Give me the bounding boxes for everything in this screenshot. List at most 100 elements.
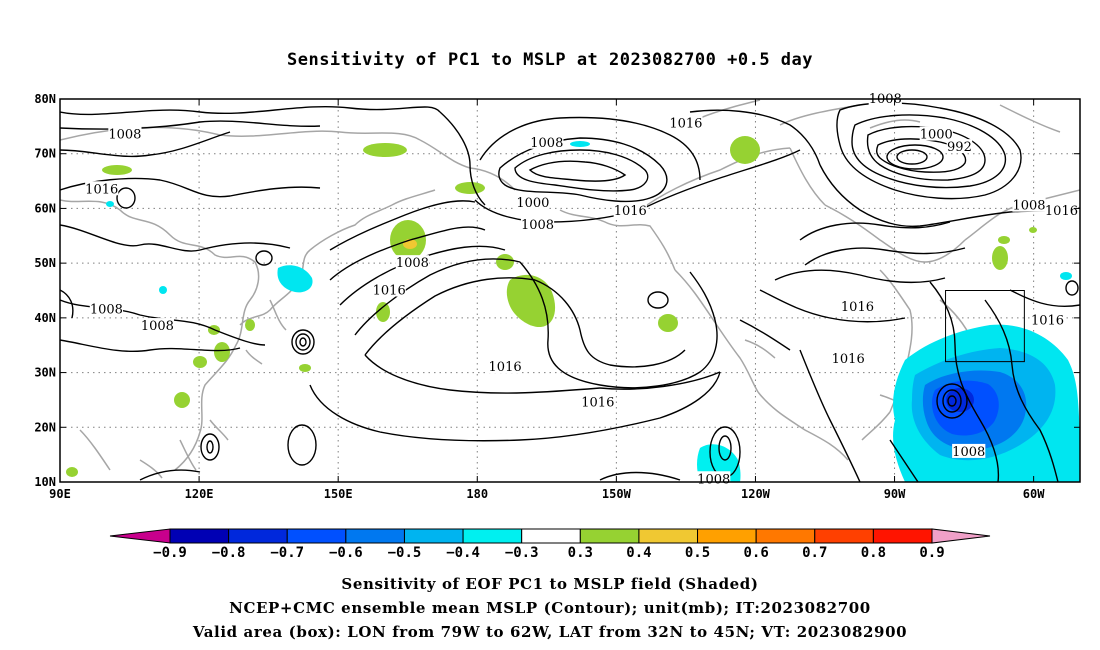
contour-labels: 1008101610081008100810161008100010081016… [85, 91, 1079, 487]
colorbar-segment [169, 528, 230, 544]
contour-label-bg [1030, 312, 1065, 327]
colorbar-label: 0.9 [919, 545, 944, 561]
lat-label: 80N [34, 92, 56, 106]
contour-label-bg [108, 126, 142, 141]
colorbar-segment [814, 528, 874, 544]
axis-ticks [59, 98, 1080, 483]
lat-label: 40N [34, 311, 56, 325]
contour-label: 1008 [952, 445, 985, 460]
colorbar-label: 0.4 [626, 545, 651, 561]
contour-label-bg [613, 203, 647, 218]
colorbar-label: 0.5 [685, 545, 710, 561]
colorbar-label: −0.3 [505, 545, 539, 561]
colorbar-segment [755, 528, 816, 544]
contour-label: 1008 [697, 472, 730, 487]
contour-label-bg [1044, 203, 1079, 218]
colorbar-right-arrow [931, 528, 991, 544]
colorbar-label: −0.5 [388, 545, 422, 561]
contour-label: 1016 [614, 204, 647, 219]
latitude-labels: 80N 70N 60N 50N 40N 30N 20N 10N [34, 92, 56, 489]
lon-label: 90W [884, 487, 906, 501]
colorbar-segment [579, 528, 640, 544]
contour-label: 1016 [1045, 204, 1078, 219]
lon-label: 120E [185, 487, 214, 501]
lat-label: 30N [34, 366, 56, 380]
colorbar-label: 0.8 [861, 545, 886, 561]
contour-label: 1008 [108, 128, 141, 143]
contour-label: 1016 [85, 182, 118, 197]
colorbar-segment [638, 528, 699, 544]
colorbar-label: −0.4 [446, 545, 480, 561]
contour-label-bg [1012, 197, 1046, 212]
lon-label: 150E [324, 487, 353, 501]
lat-label: 50N [34, 256, 56, 270]
colorbar: −0.9 −0.8 −0.7 −0.6 −0.5 −0.4 −0.3 0.3 0.4 0.5 0.6… [109, 528, 991, 561]
contour-label: 1000 [920, 128, 953, 143]
contour-label: 1008 [90, 303, 123, 318]
coastlines [60, 99, 1080, 479]
contour-label: 1016 [1031, 314, 1064, 329]
contour-label-bg [868, 91, 902, 105]
contour-label-bg [669, 115, 703, 130]
colorbar-segment [697, 528, 757, 544]
colorbar-segment [403, 528, 464, 544]
lon-label: 180 [466, 487, 488, 501]
map-title: Sensitivity of PC1 to MSLP at 2023082700… [286, 50, 813, 70]
colorbar-label: −0.6 [329, 545, 363, 561]
lon-label: 120W [741, 487, 771, 501]
colorbar-left-arrow [109, 528, 171, 544]
contour-label: 1008 [530, 136, 563, 151]
colorbar-label: 0.3 [568, 545, 593, 561]
contour-label: 1016 [832, 352, 865, 367]
contour-label: 1008 [141, 319, 174, 334]
contour-label: 1016 [669, 117, 702, 132]
contour-label: 1016 [841, 300, 874, 315]
contour-label-bg [85, 181, 119, 196]
lat-label: 60N [34, 201, 56, 215]
colorbar-segment [872, 528, 933, 544]
lon-label: 60W [1023, 487, 1045, 501]
colorbar-label: −0.8 [212, 545, 246, 561]
contour-label-bg [395, 255, 429, 270]
colorbar-label: 0.6 [744, 545, 769, 561]
valid-area-box [945, 290, 1025, 363]
contour-label: 1008 [396, 256, 429, 271]
contour-label-bg [516, 194, 550, 209]
contour-label-bg [952, 443, 986, 458]
lat-label: 20N [34, 420, 56, 434]
contour-label-bg [831, 350, 865, 365]
contour-label: 1008 [521, 218, 554, 233]
contour-label-bg [89, 301, 123, 316]
contour-label: 1016 [489, 360, 522, 375]
colorbar-label: 0.7 [802, 545, 827, 561]
contour-label-bg [530, 134, 564, 149]
contour-label-bg [581, 394, 615, 409]
colorbar-label: −0.9 [153, 545, 187, 561]
contour-label-bg [140, 318, 174, 333]
contour-label: 1016 [373, 284, 406, 299]
colorbar-segment [462, 528, 523, 544]
contour-label-bg [520, 216, 555, 231]
contour-label: 1000 [516, 196, 549, 211]
colorbar-segment [228, 528, 288, 544]
colorbar-segment [345, 528, 405, 544]
lon-label: 90E [49, 487, 71, 501]
contour-label: 992 [947, 140, 972, 155]
contour-label: 1008 [1012, 199, 1045, 214]
mslp-contours [60, 102, 1080, 482]
lon-label: 150W [602, 487, 632, 501]
colorbar-label: −0.7 [270, 545, 304, 561]
contour-label: 1016 [581, 396, 614, 411]
caption-line-2: NCEP+CMC ensemble mean MSLP (Contour); u… [229, 599, 871, 617]
contour-label-bg [372, 282, 406, 297]
lat-label: 10N [34, 475, 56, 489]
caption-line-1: Sensitivity of EOF PC1 to MSLP field (Sh… [341, 575, 759, 593]
caption-line-3: Valid area (box): LON from 79W to 62W, L… [192, 623, 908, 641]
colorbar-segment [286, 528, 347, 544]
longitude-labels: 90E 120E 150E 180 150W 120W 90W 60W [49, 487, 1045, 501]
lat-label: 70N [34, 147, 56, 161]
contour-label-bg [488, 359, 522, 374]
contour-label-bg [840, 298, 875, 313]
colorbar-segment [521, 528, 581, 544]
